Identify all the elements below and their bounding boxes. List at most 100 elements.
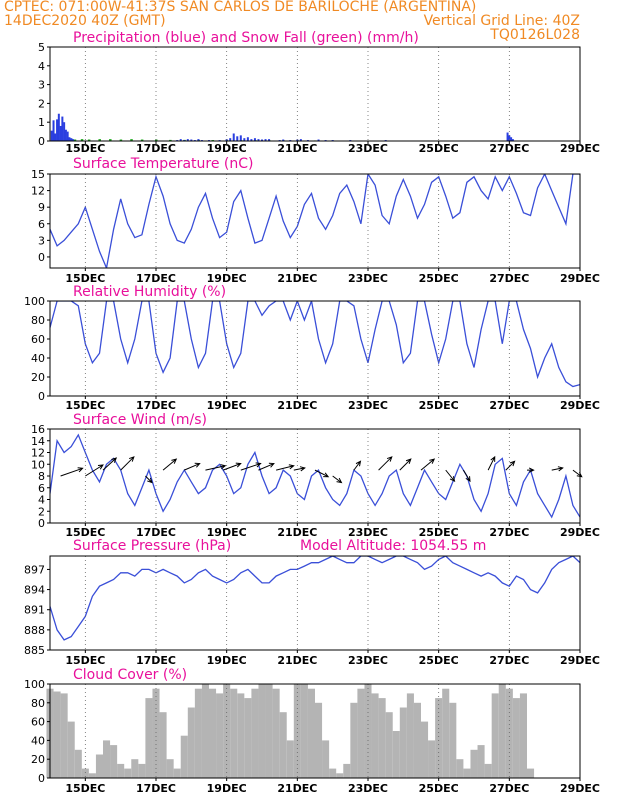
- cloud-bar: [286, 740, 294, 778]
- cloud-xtick-label: 17DEC: [136, 782, 176, 795]
- precip-bar: [186, 139, 189, 141]
- cloud-ytick-label: 40: [31, 734, 45, 747]
- wind-arrow: [258, 462, 275, 471]
- precip-ytick-label: 5: [38, 41, 45, 54]
- cloud-bar: [124, 768, 132, 778]
- precip-bar: [253, 138, 256, 141]
- precip-bar: [71, 139, 74, 141]
- precip-bar: [250, 139, 253, 141]
- snow-bar: [140, 139, 144, 141]
- cloud-bar: [258, 684, 266, 778]
- snow-bar: [109, 139, 112, 141]
- cloud-bar: [307, 688, 315, 778]
- cloud-bar: [477, 745, 485, 778]
- temp-ytick-label: 12: [31, 185, 45, 198]
- cloud-xtick-label: 29DEC: [560, 782, 600, 795]
- precip-bar: [506, 132, 509, 141]
- temp-ytick-label: 15: [31, 168, 45, 181]
- pressure-frame: [49, 555, 581, 651]
- cloud-bar: [180, 735, 188, 778]
- rh-ytick-label: 0: [38, 390, 45, 403]
- temp-xtick-label: 29DEC: [560, 272, 600, 285]
- precip-frame: [49, 46, 581, 142]
- cloud-bar: [138, 763, 146, 778]
- cloud-bar: [512, 698, 520, 778]
- cloud-xtick-label: 25DEC: [419, 782, 459, 795]
- cloud-ytick-label: 80: [31, 697, 45, 710]
- cloud-bar: [159, 712, 167, 778]
- precip-ytick-label: 0: [38, 135, 45, 148]
- wind-arrow: [145, 475, 153, 484]
- cloud-bar: [527, 768, 535, 778]
- rh-xtick-label: 27DEC: [489, 399, 529, 412]
- cloud-bar: [131, 759, 139, 778]
- cloud-bar: [117, 763, 125, 778]
- cloud-bar: [244, 698, 252, 778]
- cloud-bar: [442, 688, 450, 778]
- wind-line: [50, 433, 580, 519]
- cloud-bar: [237, 693, 245, 778]
- cloud-bar: [350, 702, 358, 778]
- cloud-bar: [378, 698, 386, 778]
- cloud-bar: [74, 749, 82, 778]
- precip-title: Precipitation (blue) and Snow Fall (gree…: [73, 30, 419, 46]
- cloud-bar: [456, 759, 464, 778]
- cloud-bar: [498, 684, 506, 778]
- precip-bar: [63, 122, 66, 141]
- temp-ytick-label: 6: [38, 218, 45, 231]
- pressure-ytick-label: 897: [24, 563, 45, 576]
- cloud-bar: [95, 754, 103, 778]
- cloud-bar: [110, 745, 118, 778]
- cloud-bar: [60, 693, 68, 778]
- wind-xtick-label: 23DEC: [348, 526, 388, 539]
- wind-ytick-label: 6: [38, 482, 45, 495]
- temp-title: Surface Temperature (nC): [73, 156, 254, 172]
- precip-bar: [64, 129, 67, 141]
- cloud-xtick-label: 19DEC: [207, 782, 247, 795]
- pressure-xtick-label: 27DEC: [489, 654, 529, 667]
- wind-arrow: [445, 469, 456, 483]
- wind-arrow: [487, 455, 496, 471]
- cloud-bar: [152, 688, 160, 778]
- pressure-ytick-label: 891: [24, 604, 45, 617]
- wind-ytick-label: 4: [38, 494, 45, 507]
- pressure-ytick-label: 894: [24, 584, 45, 597]
- cloud-bar: [399, 707, 407, 778]
- wind-ytick-label: 12: [31, 447, 45, 460]
- pressure-title: Surface Pressure (hPa): [73, 538, 231, 554]
- cloud-bar: [81, 768, 89, 778]
- precip-bar: [239, 135, 242, 141]
- snow-bar: [80, 139, 84, 141]
- wind-xtick-label: 15DEC: [65, 526, 105, 539]
- precip-xtick-label: 27DEC: [489, 142, 529, 155]
- precip-xtick-label: 29DEC: [560, 142, 600, 155]
- wind-title: Surface Wind (m/s): [73, 412, 207, 428]
- cloud-bar: [470, 749, 478, 778]
- precip-bar: [66, 131, 69, 141]
- wind-arrow: [184, 462, 201, 471]
- cloud-bar: [413, 702, 421, 778]
- precip-bar: [257, 139, 260, 141]
- cloud-bar: [322, 740, 330, 778]
- precip-bar: [508, 135, 511, 141]
- wind-arrow: [102, 457, 118, 471]
- pressure-line: [50, 556, 580, 641]
- rh-xtick-label: 21DEC: [277, 399, 317, 412]
- cloud-frame: [49, 683, 581, 779]
- precip-bar: [246, 137, 249, 141]
- cloud-bar: [187, 707, 195, 778]
- pressure-xtick-label: 19DEC: [207, 654, 247, 667]
- wind-arrow: [353, 460, 362, 471]
- cloud-ytick-label: 100: [24, 678, 45, 691]
- precip-bar: [261, 139, 263, 141]
- rh-line: [50, 301, 580, 388]
- cloud-bar: [505, 688, 513, 778]
- rh-ytick-label: 100: [24, 295, 45, 308]
- wind-ytick-label: 0: [38, 517, 45, 530]
- wind-arrow: [399, 458, 412, 471]
- cloud-bar: [223, 684, 231, 778]
- pressure-xtick-label: 21DEC: [277, 654, 317, 667]
- wind-frame: [49, 428, 581, 524]
- precip-bar: [243, 138, 246, 141]
- cloud-bar: [145, 698, 153, 778]
